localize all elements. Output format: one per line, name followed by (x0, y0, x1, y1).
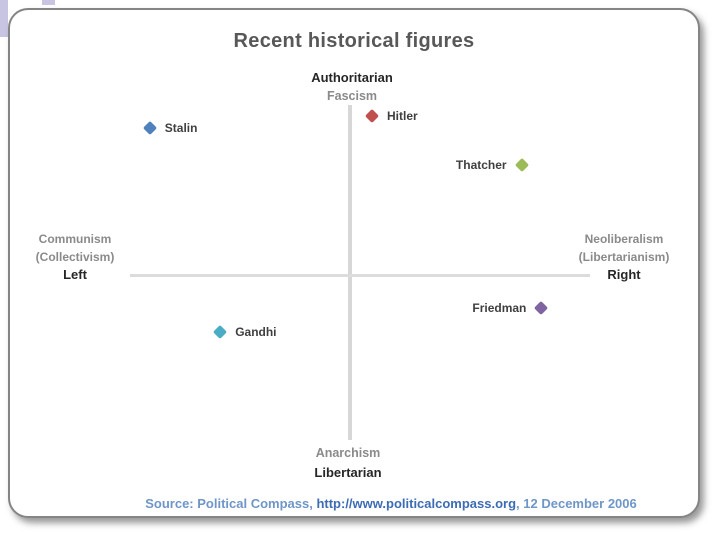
axis-label-right-end: Right (607, 267, 641, 282)
axis-label-communism: Communism (38, 232, 112, 246)
diamond-marker-icon (534, 301, 549, 316)
diamond-marker-icon (514, 157, 529, 172)
point-label: Stalin (164, 121, 198, 136)
source-attribution: Source: Political Compass, http://www.po… (84, 496, 698, 511)
diamond-marker-icon (213, 324, 228, 339)
horizontal-axis-line (130, 274, 590, 277)
axis-label-libertarian: Libertarian (314, 465, 382, 480)
point-label: Thatcher (455, 157, 507, 172)
background-accent-left (0, 0, 8, 37)
axis-label-authoritarian: Authoritarian (311, 70, 393, 85)
point-label: Friedman (472, 301, 527, 316)
slide-card: Recent historical figures Authoritarian … (8, 8, 700, 518)
axis-label-bottom: Anarchism Libertarian (314, 444, 381, 482)
background-accent-tab (42, 0, 55, 5)
axis-label-neoliberalism: Neoliberalism (584, 232, 664, 246)
vertical-axis-line (348, 105, 352, 440)
axis-label-libertarianism: (Libertarianism) (578, 250, 670, 264)
axis-label-top: Authoritarian Fascism (311, 68, 393, 106)
source-url-link[interactable]: http://www.politicalcompass.org (316, 496, 517, 511)
source-date-text: , 12 December 2006 (516, 496, 637, 511)
axis-label-left-end: Left (63, 267, 87, 282)
source-prefix-text: Source: Political Compass, (145, 496, 317, 511)
diamond-marker-icon (364, 109, 380, 124)
point-label: Gandhi (235, 324, 277, 339)
chart-title: Recent historical figures (233, 30, 475, 52)
axis-label-fascism: Fascism (326, 89, 378, 103)
axis-label-collectivism: (Collectivism) (35, 250, 115, 264)
scatter-points-layer: Stalin Hitler Thatcher Friedman Gandhi (10, 10, 698, 516)
point-label: Hitler (387, 109, 418, 124)
axis-label-anarchism: Anarchism (315, 446, 381, 460)
axis-label-left: Communism (Collectivism) Left (36, 230, 115, 284)
diamond-marker-icon (142, 120, 157, 136)
axis-label-right: Neoliberalism (Libertarianism) Right (579, 230, 670, 284)
